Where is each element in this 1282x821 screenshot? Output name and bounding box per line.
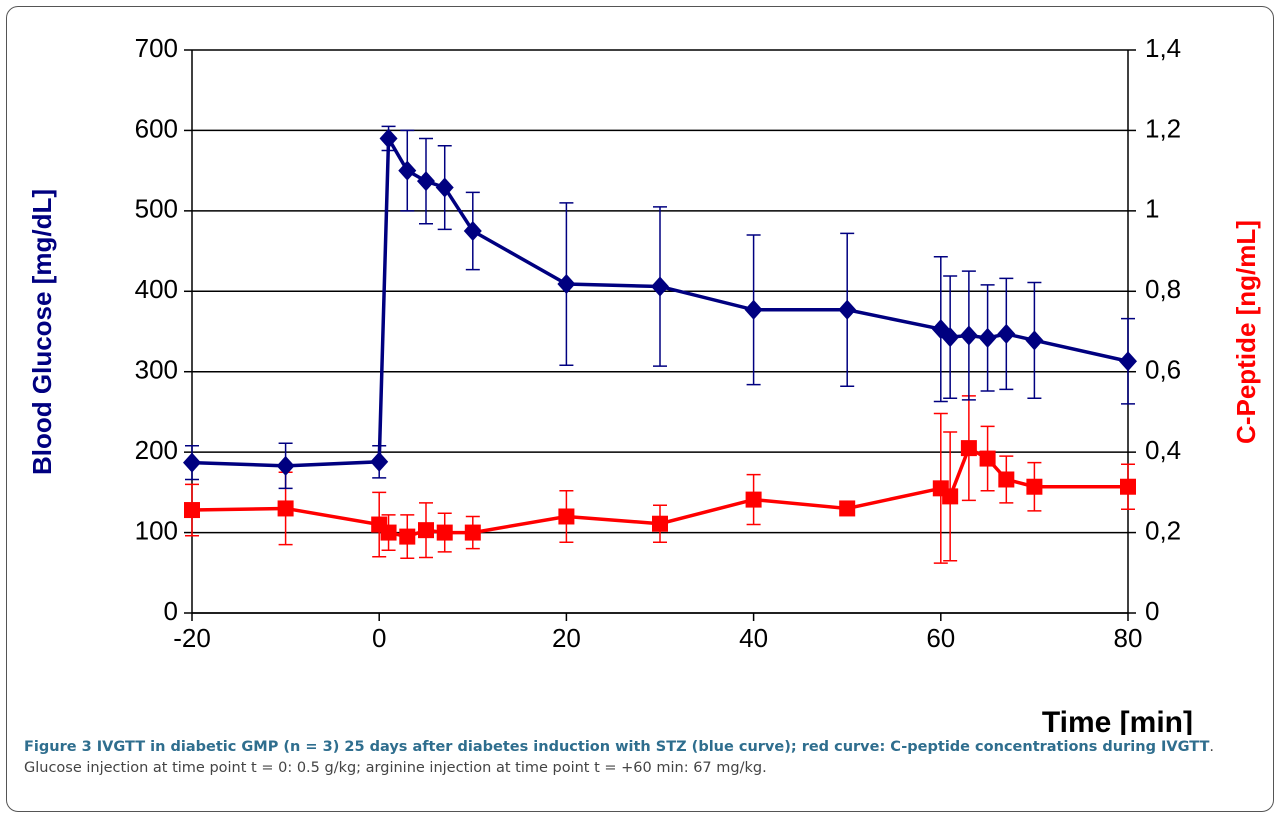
y2-tick-label: 1,4 bbox=[1145, 33, 1181, 63]
marker bbox=[276, 455, 295, 476]
marker bbox=[941, 327, 960, 348]
marker bbox=[463, 220, 482, 241]
marker bbox=[959, 325, 978, 346]
marker bbox=[1120, 478, 1136, 495]
marker bbox=[839, 500, 856, 517]
y2-tick-label: 0,8 bbox=[1145, 274, 1181, 304]
y-tick-label: 700 bbox=[135, 33, 178, 63]
y-tick-label: 200 bbox=[135, 435, 178, 465]
x-tick-label: 20 bbox=[552, 623, 581, 653]
marker bbox=[745, 491, 762, 508]
caption: Figure 3 IVGTT in diabetic GMP (n = 3) 2… bbox=[24, 737, 1274, 779]
caption-text: . Glucose injection at time point t = 0:… bbox=[24, 739, 1214, 776]
y-axis-label: Blood Glucose [mg/dL] bbox=[27, 189, 57, 475]
y-tick-label: 600 bbox=[135, 113, 178, 143]
marker bbox=[418, 522, 434, 539]
marker bbox=[436, 524, 453, 541]
marker bbox=[978, 327, 997, 348]
y2-tick-label: 0,2 bbox=[1145, 515, 1181, 545]
marker bbox=[464, 524, 481, 541]
x-axis-label: Time [min] bbox=[1042, 706, 1193, 735]
y-tick-label: 0 bbox=[164, 596, 178, 626]
marker bbox=[277, 500, 294, 517]
marker bbox=[435, 177, 454, 198]
caption-bold: Figure 3 IVGTT in diabetic GMP (n = 3) 2… bbox=[24, 739, 1210, 755]
marker bbox=[379, 128, 398, 149]
y-tick-label: 400 bbox=[135, 274, 178, 304]
y2-tick-label: 1,2 bbox=[1145, 113, 1181, 143]
x-tick-label: 0 bbox=[372, 623, 386, 653]
marker bbox=[1026, 478, 1043, 495]
marker bbox=[1119, 351, 1137, 372]
marker bbox=[942, 488, 959, 505]
x-tick-label: 40 bbox=[739, 623, 768, 653]
marker bbox=[417, 171, 435, 192]
marker bbox=[998, 471, 1015, 488]
marker bbox=[838, 299, 857, 320]
marker bbox=[398, 160, 417, 181]
marker bbox=[399, 528, 416, 545]
y-tick-label: 100 bbox=[135, 515, 178, 545]
x-tick-label: 60 bbox=[926, 623, 955, 653]
marker bbox=[183, 452, 201, 473]
marker bbox=[370, 451, 389, 472]
y-tick-label: 300 bbox=[135, 355, 178, 385]
y-tick-label: 500 bbox=[135, 194, 178, 224]
y2-tick-label: 1 bbox=[1145, 194, 1159, 224]
marker bbox=[997, 323, 1016, 344]
marker bbox=[744, 299, 763, 320]
x-tick-label: 80 bbox=[1114, 623, 1143, 653]
y2-tick-label: 0 bbox=[1145, 596, 1159, 626]
marker bbox=[979, 450, 996, 467]
frame bbox=[6, 6, 1274, 812]
marker bbox=[651, 276, 669, 297]
marker bbox=[557, 274, 576, 295]
marker bbox=[558, 508, 575, 525]
marker bbox=[652, 515, 668, 532]
chart: Time [min] Blood Glucose [mg/dL] C-Pepti… bbox=[27, 33, 1261, 735]
marker bbox=[1025, 330, 1044, 351]
y2-axis-label: C-Peptide [ng/mL] bbox=[1231, 220, 1261, 444]
marker bbox=[184, 502, 200, 519]
x-tick-label: -20 bbox=[173, 623, 211, 653]
marker bbox=[960, 440, 977, 457]
marker bbox=[380, 524, 397, 541]
y2-tick-label: 0,4 bbox=[1145, 435, 1181, 465]
y2-tick-label: 0,6 bbox=[1145, 355, 1181, 385]
